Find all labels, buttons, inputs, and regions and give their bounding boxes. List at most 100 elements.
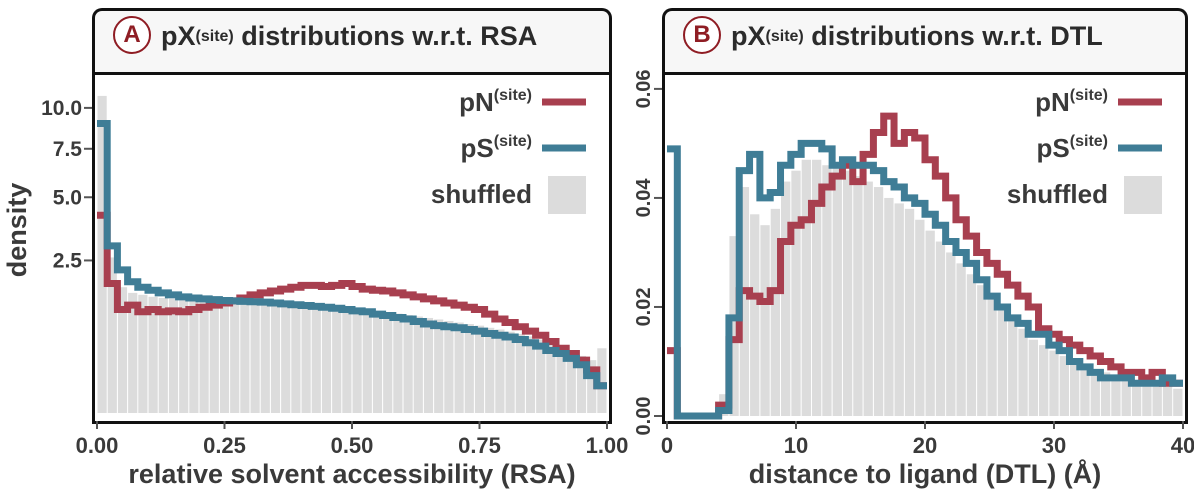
shuffled-bar <box>1059 356 1069 416</box>
shuffled-bar <box>148 296 158 413</box>
shuffled-bar <box>189 300 199 413</box>
shuffled-bar <box>781 181 791 416</box>
panel-a-letter-badge: A <box>113 16 151 54</box>
legend-text: shuffled <box>1007 179 1108 209</box>
legend-label-pN: pN(site) <box>459 87 532 117</box>
shuffled-bar <box>423 317 434 413</box>
x-tick-label: 20 <box>913 433 937 458</box>
legend-text: pS <box>461 133 494 163</box>
shuffled-bar <box>270 303 281 413</box>
shuffled-bar <box>811 159 822 416</box>
shuffled-bar <box>138 294 148 413</box>
shuffled-bar <box>301 305 311 413</box>
shuffled-bar <box>1142 383 1152 416</box>
panel-a-title-sup: (site) <box>195 28 234 46</box>
shuffled-bar <box>1080 366 1090 416</box>
pS-series-line <box>97 120 607 390</box>
shuffled-bar <box>997 306 1008 416</box>
shuffled-bar <box>946 252 956 416</box>
shuffled-bar <box>956 263 966 416</box>
shuffled-bar <box>904 208 915 416</box>
legend-sup: (site) <box>1070 133 1108 150</box>
y-tick-label: 0.02 <box>633 287 655 326</box>
shuffled-bar <box>1162 383 1173 416</box>
shuffled-bar <box>444 320 454 413</box>
shuffled-bar <box>485 327 495 413</box>
shuffled-bar <box>199 300 209 413</box>
legend-label-pN: pN(site) <box>1035 87 1108 117</box>
shuffled-bar <box>842 170 853 416</box>
shuffled-bar <box>372 311 383 413</box>
shuffled-bar <box>729 236 739 416</box>
y-tick-label: 0.04 <box>633 178 655 218</box>
pN-series-line <box>97 211 607 390</box>
x-tick-label: 0.50 <box>331 433 374 458</box>
shuffled-bar <box>935 241 946 416</box>
pS-series-line <box>667 139 1183 420</box>
legend-text: pN <box>1035 87 1070 117</box>
y-tick-label: 5.0 <box>53 186 82 209</box>
x-tick-label: 0.75 <box>458 433 501 458</box>
legend-sup: (site) <box>494 87 532 104</box>
shuffled-bar <box>311 306 321 413</box>
x-axis-label: relative solvent accessibility (RSA) <box>128 459 575 489</box>
legend-sup: (site) <box>1070 87 1108 104</box>
shuffled-bar <box>1049 350 1059 416</box>
shuffled-bar <box>1018 328 1028 416</box>
x-tick-label: 0.25 <box>203 433 246 458</box>
shuffled-bar <box>179 299 189 413</box>
shuffled-bar <box>832 165 842 416</box>
y-tick-label: 0.06 <box>633 69 655 108</box>
shuffled-bar <box>739 187 750 416</box>
shuffled-bar <box>413 316 423 413</box>
y-tick-label: 7.5 <box>53 138 83 161</box>
shuffled-bar <box>1069 361 1080 416</box>
shuffled-bar <box>1121 377 1131 416</box>
shuffled-bar <box>977 285 987 416</box>
shuffled-bar <box>1100 372 1111 416</box>
legend-text: shuffled <box>431 179 532 209</box>
shuffled-bar <box>495 329 505 413</box>
panel-b-letter-badge: B <box>683 16 721 54</box>
shuffled-bar <box>515 334 525 413</box>
shuffled-bar <box>1090 372 1100 416</box>
x-tick-label: 1.00 <box>586 433 629 458</box>
panel-b-title-suffix: distributions w.r.t. DTL <box>803 21 1103 52</box>
shuffled-bar <box>474 325 485 413</box>
shuffled-bar <box>915 219 925 416</box>
shuffled-bar <box>260 302 270 413</box>
shuffled-bar <box>291 305 301 413</box>
shuffled-bar <box>536 339 546 413</box>
x-tick-label: 10 <box>784 433 808 458</box>
panel-b-title-sup: (site) <box>765 28 804 46</box>
shuffled-bar <box>822 165 832 416</box>
shuffled-bar <box>1008 317 1018 416</box>
legend-label-shuffled: shuffled <box>1007 179 1108 209</box>
panel-b-title-prefix: pX <box>731 21 766 52</box>
shuffled-bar <box>853 176 863 416</box>
y-tick-label: 10.0 <box>41 97 82 120</box>
shuffled-bar <box>403 315 413 413</box>
shuffled-bar <box>1152 383 1162 416</box>
shuffled-bar <box>332 308 342 413</box>
shuffled-bar <box>128 292 138 413</box>
shuffled-bar <box>925 230 935 416</box>
shuffled-bar <box>168 298 179 413</box>
shuffled-bar <box>97 95 107 413</box>
shuffled-bar <box>342 309 352 413</box>
shuffled-bar <box>1111 377 1121 416</box>
shuffled-bar <box>1173 388 1183 416</box>
shuffled-bar <box>219 301 230 413</box>
shuffled-bar <box>321 307 332 413</box>
shuffled-bar <box>750 214 760 416</box>
shuffled-bar <box>362 310 372 413</box>
shuffled-bar <box>383 312 393 413</box>
legend-label-pS: pS(site) <box>461 133 532 163</box>
legend-swatch-shuffled <box>548 176 586 214</box>
shuffled-bar <box>393 313 403 413</box>
